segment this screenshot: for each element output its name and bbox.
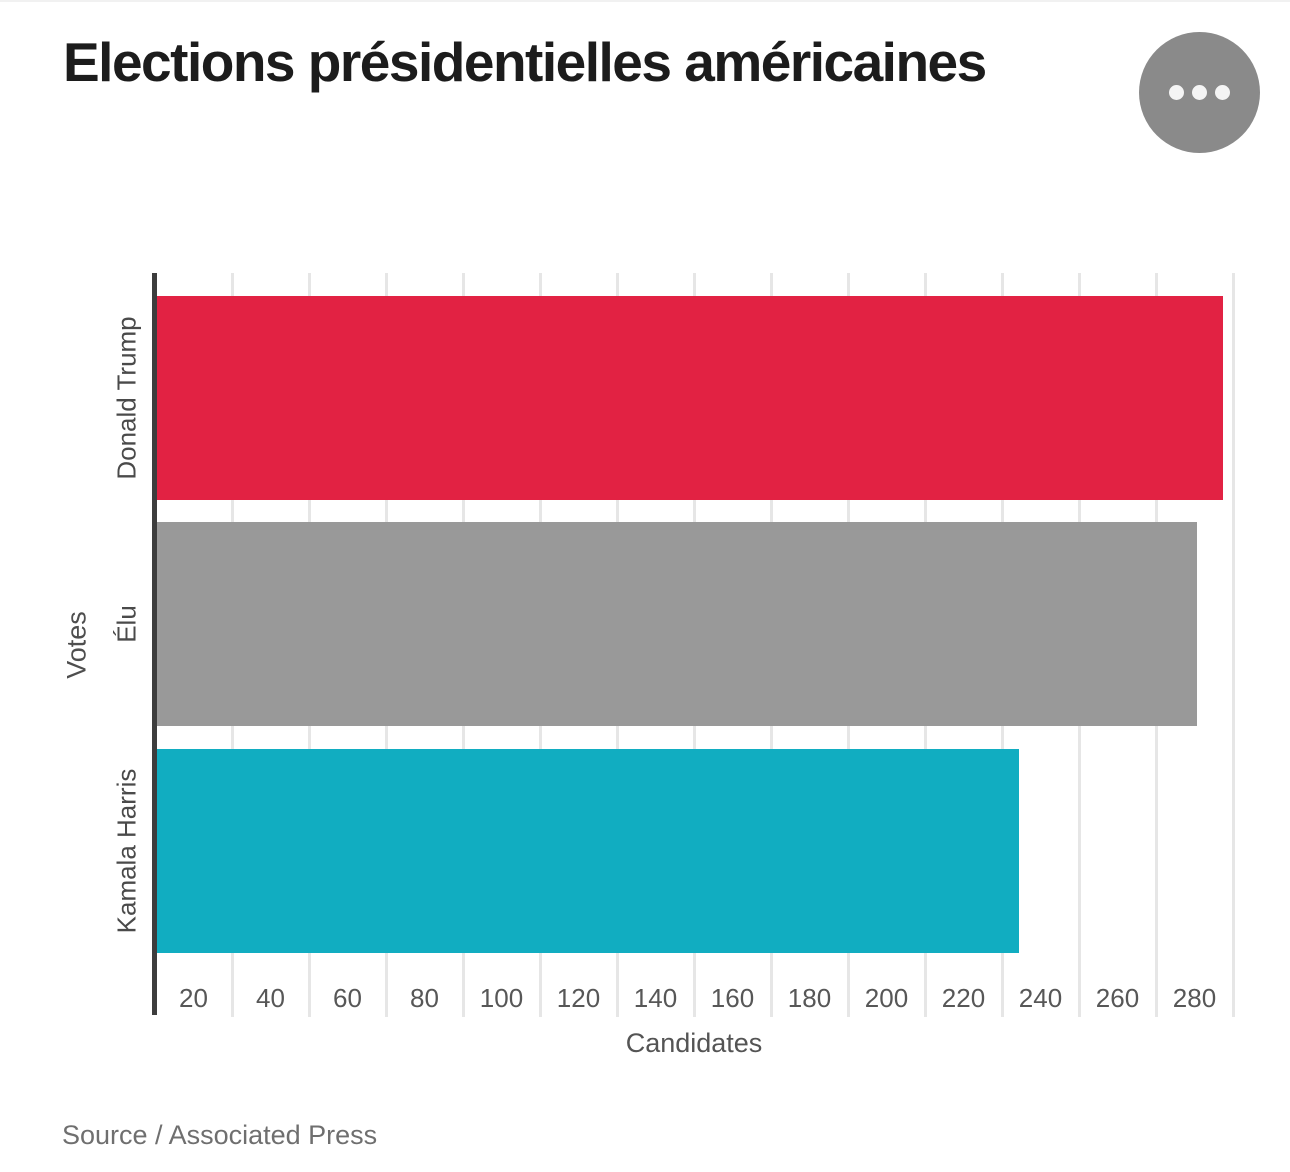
- x-tick-label: 280: [1172, 983, 1217, 1013]
- x-tick-label: 160: [710, 983, 755, 1013]
- bar-kamala-harris[interactable]: [157, 749, 1020, 953]
- x-tick-label: 200: [864, 983, 909, 1013]
- bar-donald-trump[interactable]: [157, 295, 1224, 500]
- gridline: [1231, 273, 1235, 1017]
- x-tick-label: 60: [333, 983, 362, 1013]
- x-tick-label: 220: [941, 983, 986, 1013]
- ellipsis-icon: [1169, 85, 1230, 100]
- x-tick-label: 40: [256, 983, 285, 1013]
- y-axis-title: Votes: [61, 611, 92, 679]
- x-tick-label: 260: [1095, 983, 1140, 1013]
- x-tick-label: 80: [410, 983, 439, 1013]
- x-tick-label: 20: [179, 983, 208, 1013]
- page-title: Elections présidentielles américaines: [63, 31, 987, 93]
- x-tick-label: 120: [556, 983, 601, 1013]
- bar--lu[interactable]: [157, 522, 1197, 727]
- x-tick-label: 100: [479, 983, 524, 1013]
- source-note: Source / Associated Press: [62, 1120, 378, 1150]
- x-axis-title: Candidates: [625, 1028, 763, 1058]
- x-tick-label: 140: [633, 983, 678, 1013]
- x-tick-label: 180: [787, 983, 832, 1013]
- y-axis-line: [152, 273, 157, 1015]
- x-tick-label: 240: [1018, 983, 1063, 1013]
- more-options-button[interactable]: [1139, 32, 1260, 153]
- category-label: Kamala Harris: [111, 768, 142, 934]
- category-label: Donald Trump: [111, 316, 142, 480]
- category-label: Élu: [111, 605, 142, 644]
